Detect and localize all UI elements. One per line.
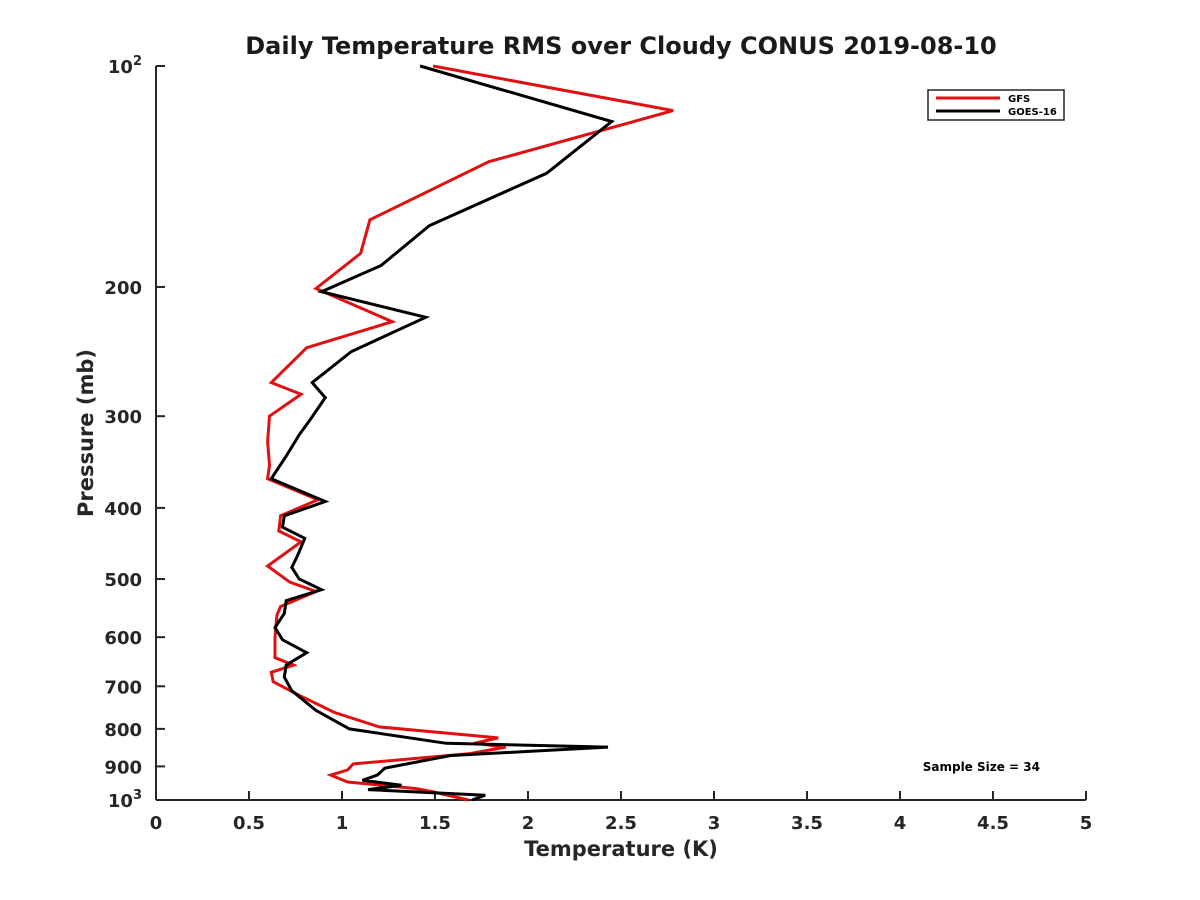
y-tick-label: 900 [104, 757, 142, 778]
sample-size-annotation: Sample Size = 34 [923, 760, 1040, 774]
x-tick-label: 1.5 [419, 813, 451, 834]
x-axis-label: Temperature (K) [524, 837, 718, 861]
x-tick-label: 4.5 [977, 813, 1009, 834]
y-axis-label: Pressure (mb) [74, 349, 98, 517]
y-tick-label: 700 [104, 677, 142, 698]
y-tick-exponent: 3 [133, 788, 142, 803]
y-tick-exponent: 2 [133, 54, 142, 69]
x-tick-label: 4 [894, 813, 907, 834]
chart-title: Daily Temperature RMS over Cloudy CONUS … [245, 32, 997, 60]
x-tick-label: 2 [522, 813, 535, 834]
y-tick-label: 300 [104, 407, 142, 428]
legend-box [927, 89, 1065, 121]
y-tick-label: 500 [104, 570, 142, 591]
series-line-goes-16 [269, 64, 615, 802]
y-tick-base: 10 [108, 791, 133, 812]
y-tick-label: 102 [108, 54, 142, 78]
legend-label: GOES-16 [1008, 107, 1057, 118]
y-tick-label: 103 [108, 788, 142, 812]
x-tick-label: 3 [708, 813, 721, 834]
x-tick-label: 2.5 [605, 813, 637, 834]
x-tick-label: 0 [150, 813, 163, 834]
axes: 0 0.5 1 1.5 2 2.5 3 3.5 4 4.5 51022003004005006007… [104, 54, 1092, 834]
x-tick-label: 0.5 [233, 813, 265, 834]
x-tick-label: 3.5 [791, 813, 823, 834]
y-tick-label: 200 [104, 278, 142, 299]
x-tick-label: 1 [336, 813, 349, 834]
y-tick-label: 600 [104, 628, 142, 649]
series-layer [265, 64, 674, 802]
legend: GFS GOES-16 [927, 89, 1065, 121]
legend-label: GFS [1008, 94, 1030, 105]
y-tick-label: 800 [104, 720, 142, 741]
x-tick-label: 5 [1080, 813, 1093, 834]
y-tick-base: 10 [108, 57, 133, 78]
y-tick-label: 400 [104, 499, 142, 520]
